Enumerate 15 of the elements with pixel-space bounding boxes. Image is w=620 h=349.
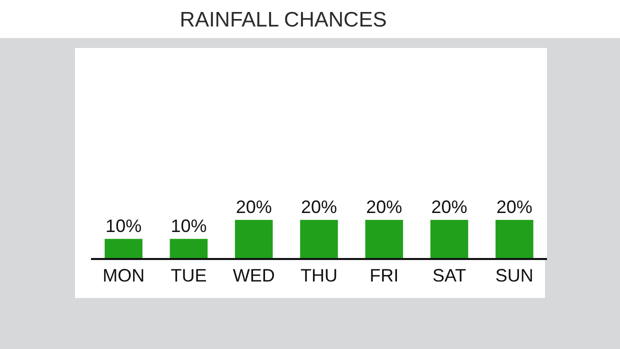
x-tick-label: WED bbox=[232, 266, 275, 286]
data-label: 20% bbox=[236, 196, 272, 217]
x-tick-label: SAT bbox=[432, 266, 466, 286]
data-label: 20% bbox=[366, 196, 402, 217]
chart-title: RAINFALL CHANCES bbox=[180, 8, 387, 32]
data-label: 20% bbox=[496, 196, 532, 217]
data-label: 10% bbox=[170, 216, 207, 236]
x-tick-label: TUE bbox=[170, 266, 207, 286]
x-tick-label: THU bbox=[300, 266, 338, 286]
x-tick-label: FRI bbox=[370, 266, 399, 286]
data-label: 10% bbox=[106, 216, 142, 236]
x-tick-label: MON bbox=[102, 266, 145, 286]
data-label: 20% bbox=[431, 196, 468, 217]
x-tick-label: SUN bbox=[495, 266, 534, 286]
data-label: 20% bbox=[300, 196, 338, 217]
